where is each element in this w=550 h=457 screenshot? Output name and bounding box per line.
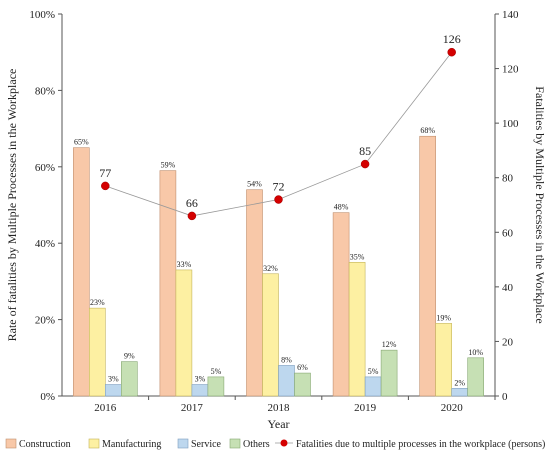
x-axis-title: Year bbox=[267, 417, 289, 431]
x-tick-label: 2018 bbox=[268, 402, 291, 414]
bar-others bbox=[467, 357, 485, 397]
bar-construction bbox=[332, 212, 350, 397]
bar-others bbox=[380, 349, 398, 397]
y-right-tick-label: 140 bbox=[502, 9, 519, 21]
bar-data-label: 5% bbox=[368, 367, 379, 376]
y-left-tick-label: 40% bbox=[35, 238, 55, 250]
fatalities-line: 77 66 72 85 126 bbox=[99, 32, 461, 221]
fatalities-point bbox=[101, 181, 110, 191]
bar-service bbox=[278, 365, 295, 397]
bar-construction bbox=[246, 189, 263, 397]
bar-data-label: 54% bbox=[247, 180, 262, 189]
bar-service bbox=[191, 384, 209, 397]
y-left-axis-title: Rate of fatalities by Multiple Processes… bbox=[5, 69, 19, 342]
bar-data-label: 10% bbox=[468, 348, 483, 357]
bars: 65% 23% 3% 9% 59% 33% 3% 5% 54% 32% 8% 6% 48% 35% 5% 12… bbox=[73, 126, 485, 397]
bar-manufacturing bbox=[262, 273, 279, 397]
y-left-tick-label: 60% bbox=[35, 162, 55, 174]
y-left-tick-label: 100% bbox=[29, 9, 55, 21]
bar-data-label: 3% bbox=[195, 375, 206, 384]
fatalities-data-label: 77 bbox=[99, 166, 111, 180]
y-right-tick-label: 80 bbox=[502, 173, 514, 185]
x-tick-label: 2016 bbox=[94, 402, 117, 414]
bar-service bbox=[364, 376, 382, 397]
axes: 0% 20% 40% 60% 80% 100% 0 20 40 60 80 100 120 140 2016… bbox=[5, 9, 547, 431]
legend-label: Construction bbox=[19, 439, 71, 450]
bar-others bbox=[121, 361, 138, 397]
bar-data-label: 12% bbox=[382, 340, 397, 349]
bar-data-label: 33% bbox=[177, 260, 192, 269]
bar-service bbox=[105, 384, 122, 397]
bar-data-label: 6% bbox=[297, 363, 308, 372]
y-right-tick-label: 60 bbox=[502, 227, 514, 239]
legend-label: Service bbox=[191, 439, 222, 450]
y-right-tick-label: 0 bbox=[502, 391, 508, 403]
bar-data-label: 48% bbox=[334, 203, 349, 212]
bar-data-label: 19% bbox=[436, 313, 451, 322]
fatalities-point bbox=[360, 159, 370, 169]
bar-data-label: 32% bbox=[263, 264, 278, 273]
bar-data-label: 65% bbox=[74, 138, 89, 147]
bar-others bbox=[207, 376, 225, 397]
legend-swatch bbox=[177, 438, 189, 449]
bar-construction bbox=[419, 135, 437, 397]
y-right-tick-label: 100 bbox=[502, 118, 519, 130]
legend-point-swatch bbox=[280, 439, 288, 447]
y-right-tick-label: 40 bbox=[502, 282, 514, 294]
fatalities-data-label: 85 bbox=[359, 144, 371, 158]
fatalities-point bbox=[274, 195, 283, 204]
legend-label: Manufacturing bbox=[102, 439, 161, 450]
legend-swatch bbox=[229, 438, 241, 449]
legend: Construction Manufacturing Service Others Fa… bbox=[5, 438, 545, 450]
bar-manufacturing bbox=[175, 269, 193, 397]
y-left-tick-label: 20% bbox=[35, 315, 55, 327]
legend-label: Others bbox=[243, 439, 270, 450]
x-tick-label: 2020 bbox=[441, 402, 464, 414]
y-right-tick-label: 20 bbox=[502, 336, 514, 348]
bar-data-label: 2% bbox=[454, 378, 465, 387]
fatalities-point bbox=[187, 211, 197, 221]
legend-swatch bbox=[5, 438, 17, 449]
fatalities-data-label: 126 bbox=[443, 32, 461, 46]
bar-service bbox=[451, 388, 469, 397]
y-right-tick-label: 120 bbox=[502, 64, 519, 76]
bar-data-label: 23% bbox=[90, 298, 105, 307]
bar-manufacturing bbox=[89, 307, 106, 397]
bar-construction bbox=[159, 170, 177, 397]
bar-manufacturing bbox=[435, 323, 453, 397]
bar-data-label: 5% bbox=[211, 367, 222, 376]
bar-manufacturing bbox=[348, 261, 366, 397]
legend-label: Fatalities due to multiple processes in … bbox=[296, 439, 545, 450]
y-left-tick-label: 0% bbox=[40, 391, 55, 403]
y-left-tick-label: 80% bbox=[35, 85, 55, 97]
bar-data-label: 35% bbox=[350, 252, 365, 261]
legend-swatch bbox=[88, 438, 100, 449]
bar-data-label: 59% bbox=[161, 161, 176, 170]
bar-data-label: 9% bbox=[124, 352, 135, 361]
bar-data-label: 3% bbox=[108, 375, 119, 384]
fatalities-point bbox=[447, 47, 456, 57]
x-tick-label: 2017 bbox=[181, 402, 204, 414]
fatalities-data-label: 66 bbox=[186, 196, 198, 210]
bar-data-label: 8% bbox=[281, 355, 292, 364]
y-right-axis-title: Fatalities by Multiple Processes in the … bbox=[533, 86, 547, 323]
bar-others bbox=[294, 372, 311, 397]
fatalities-data-label: 72 bbox=[273, 180, 285, 194]
bar-construction bbox=[73, 147, 90, 397]
x-tick-label: 2019 bbox=[354, 402, 377, 414]
bar-data-label: 68% bbox=[420, 126, 435, 135]
